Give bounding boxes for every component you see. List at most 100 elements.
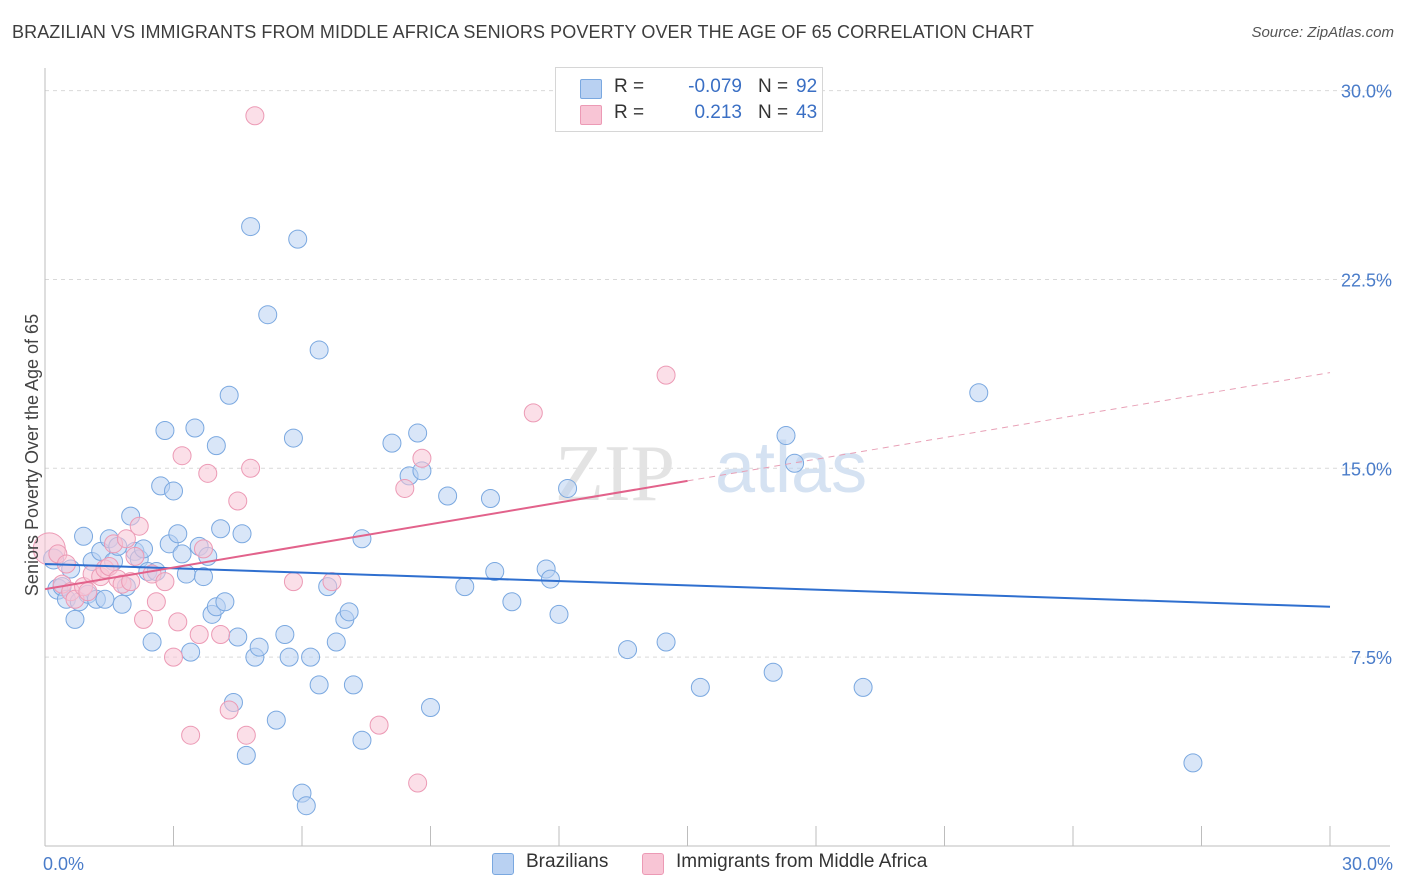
brazilians-point: [326, 632, 346, 652]
brazilians-swatch: [580, 79, 602, 99]
brazilians-point: [502, 592, 522, 612]
middle-africa-point: [395, 478, 415, 498]
r-label: R =: [614, 102, 645, 123]
middle-africa-legend-swatch: [642, 853, 664, 875]
y-tick-label: 22.5%: [1341, 270, 1392, 290]
brazilians-point: [438, 486, 458, 506]
brazilians-point: [74, 526, 94, 546]
brazilians-point: [181, 642, 201, 662]
watermark-zip: ZIP: [555, 430, 675, 518]
middle-africa-point: [241, 458, 261, 478]
middle-africa-point: [189, 624, 209, 644]
n-value: 43: [796, 102, 818, 123]
brazilians-point: [558, 478, 578, 498]
brazilians-point: [853, 677, 873, 697]
middle-africa-point: [116, 529, 136, 549]
middle-africa-point: [125, 546, 145, 566]
legend-label: Brazilians: [526, 851, 609, 872]
middle-africa-point: [155, 572, 175, 592]
tick-labels: 7.5% 15.0% 22.5% 30.0% 0.0% 30.0%: [43, 82, 1393, 874]
brazilians-point: [168, 524, 188, 544]
brazilians-point: [155, 421, 175, 441]
r-value: -0.079: [688, 76, 742, 97]
middle-africa-point: [369, 715, 389, 735]
middle-africa-point: [245, 106, 265, 126]
brazilians-point: [408, 423, 428, 443]
brazilians-point: [288, 229, 308, 249]
middle-africa-point: [228, 491, 248, 511]
brazilians-point: [455, 577, 475, 597]
legend-label: Immigrants from Middle Africa: [676, 851, 928, 872]
brazilians-point: [283, 428, 303, 448]
brazilians-point: [219, 385, 239, 405]
middle-africa-point: [219, 700, 239, 720]
x-tick-label: 0.0%: [43, 854, 84, 874]
middle-africa-point: [408, 773, 428, 793]
brazilians-legend-swatch: [492, 853, 514, 875]
brazilians-point: [549, 604, 569, 624]
brazilians-point: [65, 609, 85, 629]
middle-africa-point: [134, 609, 154, 629]
brazilians-point: [266, 710, 286, 730]
brazilians-trend-line: [44, 562, 1331, 608]
brazilians-point: [339, 602, 359, 622]
brazilians-point: [112, 594, 132, 614]
brazilians-point: [343, 675, 363, 695]
brazilians-point: [480, 489, 500, 509]
brazilians-point: [421, 698, 440, 718]
brazilians-point: [656, 632, 676, 652]
middle-africa-point: [146, 592, 166, 612]
middle-africa-trend-extension: [687, 372, 1331, 482]
r-value: 0.213: [694, 102, 742, 123]
middle-africa-trend-line: [44, 479, 688, 591]
brazilians-point: [309, 675, 329, 695]
middle-africa-point: [236, 725, 256, 745]
y-tick-label: 7.5%: [1351, 648, 1392, 668]
brazilians-point: [206, 436, 226, 456]
middle-africa-point: [172, 446, 192, 466]
brazilians-point: [540, 569, 560, 589]
middle-africa-point: [656, 365, 676, 385]
brazilians-point: [352, 730, 372, 750]
brazilians-point: [232, 524, 252, 544]
brazilians-point: [618, 640, 638, 660]
middle-africa-point: [164, 647, 183, 667]
brazilians-point: [164, 481, 183, 501]
middle-africa-point: [121, 572, 141, 592]
middle-africa-point: [412, 448, 432, 468]
brazilians-point: [1183, 753, 1203, 773]
middle-africa-point: [129, 516, 149, 536]
brazilians-point: [485, 562, 505, 582]
middle-africa-point: [168, 612, 188, 632]
brazilians-point: [249, 637, 269, 657]
x-tick-label: 30.0%: [1342, 854, 1393, 874]
middle-africa-point: [523, 403, 543, 423]
watermark: ZIP atlas: [555, 428, 867, 518]
middle-africa-point: [283, 572, 303, 592]
brazilians-point: [95, 589, 115, 609]
n-label: N =: [758, 76, 789, 97]
y-tick-label: 30.0%: [1341, 82, 1392, 102]
brazilians-point: [690, 677, 710, 697]
middle-africa-point: [322, 572, 342, 592]
y-axis-label: Seniors Poverty Over the Age of 65: [22, 314, 42, 596]
brazilians-point: [241, 217, 261, 237]
n-label: N =: [758, 102, 789, 123]
brazilians-point: [279, 647, 299, 667]
brazilians-point: [228, 627, 248, 647]
middle-africa-point: [78, 582, 98, 602]
r-label: R =: [614, 76, 645, 97]
chart-legend: Brazilians Immigrants from Middle Africa: [0, 850, 1406, 878]
brazilians-point: [969, 383, 989, 403]
middle-africa-point: [193, 539, 213, 559]
brazilians-point: [352, 529, 372, 549]
brazilians-point: [142, 632, 162, 652]
brazilians-point: [776, 426, 796, 446]
middle-africa-point: [181, 725, 201, 745]
data-points: [32, 106, 1203, 816]
trend-lines: [44, 372, 1331, 608]
brazilians-point: [785, 453, 805, 473]
y-tick-label: 15.0%: [1341, 459, 1392, 479]
brazilians-point: [172, 544, 192, 564]
